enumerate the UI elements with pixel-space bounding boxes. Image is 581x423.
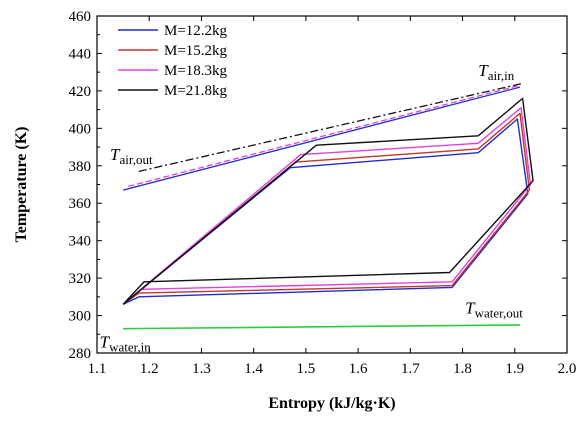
x-tick-label: 1.2 [140,361,159,377]
x-tick-label: 1.7 [401,361,420,377]
x-tick-label: 1.8 [453,361,472,377]
annotation-label: Tair,in [478,61,515,83]
legend: M=12.2kg M=15.2kg M=18.3kg M=21.8kg [118,23,228,99]
y-tick-label: 460 [69,9,92,25]
series-line-0 [122,118,529,305]
series-line-3 [122,97,534,305]
annotation-sub: water,in [109,339,151,354]
annotation-label: Tair,out [110,145,153,167]
legend-label: M=12.2kg [164,23,228,39]
annotation-label: Twater,in [100,332,152,354]
legend-label: M=15.2kg [164,43,228,59]
x-tick-label: 1.3 [192,361,211,377]
y-tick-label: 380 [69,159,92,175]
annotation-label: Twater,out [465,299,523,321]
annotation-main: T [100,332,111,351]
annotation-sub: air,in [488,68,515,83]
x-tick-label: 1.5 [297,361,316,377]
series-line-1 [122,112,531,305]
axis-ticks: 1.1 1.2 1.3 1.4 1.5 1.6 1.7 1.8 1.9 2.0 280 300 320 3… [69,9,577,377]
y-tick-label: 360 [69,196,92,212]
annotation-sub: air,out [120,152,153,167]
y-tick-label: 320 [69,271,92,287]
y-tick-label: 300 [69,309,92,325]
reference-line-air-blue [122,86,521,191]
x-tick-label: 1.4 [244,361,263,377]
annotation-main: T [465,299,476,318]
y-tick-label: 400 [69,121,92,137]
annotation-main: T [110,145,121,164]
reference-line-water [123,324,521,330]
x-tick-label: 2.0 [558,361,577,377]
annotation-sub: water,out [475,306,524,321]
annotation-main: T [478,61,489,80]
y-tick-label: 280 [69,346,92,362]
x-tick-label: 1.9 [505,361,524,377]
x-tick-label: 1.1 [88,361,107,377]
reference-line-air-out-dashdot [138,82,523,173]
legend-label: M=21.8kg [164,83,228,99]
y-tick-label: 420 [69,84,92,100]
y-tick-label: 440 [69,46,92,62]
series-line-2 [122,107,532,305]
plot-lines [122,82,534,330]
x-tick-label: 1.6 [349,361,368,377]
y-tick-label: 340 [69,234,92,250]
legend-label: M=18.3kg [164,63,228,79]
x-axis-title: Entropy (kJ/kg·K) [268,395,395,412]
reference-line-air-pink [128,84,521,188]
y-axis-title: Temperature (K) [13,127,30,243]
